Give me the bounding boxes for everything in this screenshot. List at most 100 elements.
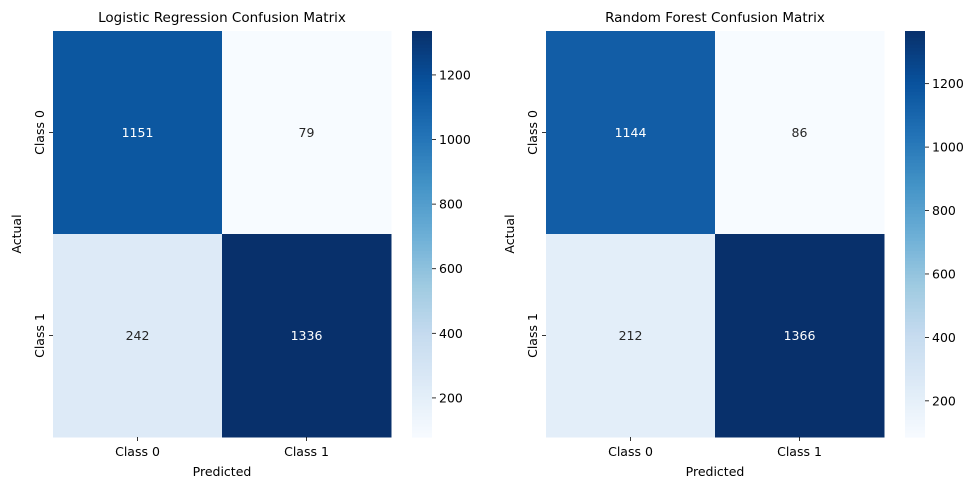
colorbar-strip bbox=[412, 125, 432, 130]
colorbar-strip bbox=[412, 139, 432, 144]
colorbar-strip bbox=[905, 335, 925, 340]
colorbar-strip bbox=[412, 372, 432, 377]
colorbar-strip bbox=[905, 230, 925, 235]
colorbar-strip bbox=[905, 149, 925, 154]
colorbar-strip bbox=[412, 176, 432, 181]
x-tick-label: Class 0 bbox=[115, 444, 160, 459]
colorbar-strip bbox=[412, 396, 432, 401]
colorbar-strip bbox=[905, 311, 925, 316]
colorbar-strip bbox=[905, 183, 925, 188]
colorbar-tick-label: 600 bbox=[439, 261, 463, 276]
colorbar-strip bbox=[905, 74, 925, 79]
colorbar-strip bbox=[905, 61, 925, 66]
colorbar-strip bbox=[412, 298, 432, 303]
colorbar-strip bbox=[905, 31, 925, 35]
colorbar-tick-label: 1000 bbox=[932, 140, 964, 155]
colorbar-strip bbox=[905, 196, 925, 201]
colorbar-tick-label: 1200 bbox=[932, 76, 964, 91]
colorbar-strip bbox=[905, 44, 925, 49]
colorbar-strip bbox=[905, 372, 925, 377]
colorbar-strip bbox=[905, 426, 925, 431]
colorbar-strip bbox=[412, 399, 432, 404]
colorbar-strip bbox=[905, 247, 925, 252]
colorbar-strip bbox=[412, 122, 432, 127]
colorbar-strip bbox=[412, 413, 432, 418]
colorbar-strip bbox=[412, 362, 432, 367]
colorbar-strip bbox=[412, 376, 432, 381]
colorbar-strip bbox=[412, 210, 432, 215]
colorbar-strip bbox=[412, 68, 432, 73]
colorbar-strip bbox=[905, 81, 925, 86]
colorbar-strip bbox=[412, 58, 432, 63]
colorbar-strip bbox=[412, 365, 432, 370]
colorbar-strip bbox=[412, 186, 432, 191]
colorbar-strip bbox=[905, 58, 925, 63]
colorbar: 200 400 600 800 1000 1200 bbox=[412, 31, 471, 438]
colorbar-strip bbox=[412, 162, 432, 167]
heatmap-cell bbox=[222, 31, 392, 235]
colorbar-strip bbox=[412, 389, 432, 394]
colorbar-strip bbox=[905, 176, 925, 181]
colorbar-strip bbox=[412, 47, 432, 52]
colorbar-strip bbox=[412, 179, 432, 184]
colorbar-strip bbox=[412, 41, 432, 46]
colorbar-strip bbox=[905, 139, 925, 144]
colorbar-strip bbox=[412, 220, 432, 225]
colorbar-strip bbox=[905, 271, 925, 276]
colorbar-strip bbox=[412, 294, 432, 299]
colorbar-strip bbox=[905, 308, 925, 313]
colorbar-strip bbox=[905, 389, 925, 394]
y-tick-label: Class 0 bbox=[32, 110, 47, 155]
colorbar-strip bbox=[412, 250, 432, 255]
heatmap-cell bbox=[53, 234, 223, 438]
colorbar-strip bbox=[412, 345, 432, 350]
colorbar-strip bbox=[905, 98, 925, 103]
colorbar-strip bbox=[412, 308, 432, 313]
colorbar-strip bbox=[905, 190, 925, 194]
colorbar-strip bbox=[905, 125, 925, 130]
colorbar-strip bbox=[412, 420, 432, 425]
colorbar-strip bbox=[905, 112, 925, 117]
colorbar-strip bbox=[905, 234, 925, 238]
colorbar-strip bbox=[412, 206, 432, 211]
colorbar-strip bbox=[905, 386, 925, 391]
colorbar-strip bbox=[412, 149, 432, 154]
colorbar-strip bbox=[412, 44, 432, 49]
colorbar-strip bbox=[412, 203, 432, 208]
colorbar-strip bbox=[412, 193, 432, 198]
colorbar-strip bbox=[412, 74, 432, 79]
colorbar-strip bbox=[412, 132, 432, 137]
colorbar-strip bbox=[905, 200, 925, 205]
colorbar-strip bbox=[412, 321, 432, 326]
colorbar-strip bbox=[905, 240, 925, 245]
colorbar-strip bbox=[412, 281, 432, 286]
colorbar-strip bbox=[905, 305, 925, 310]
colorbar-strip bbox=[905, 159, 925, 164]
colorbar-strip bbox=[905, 217, 925, 222]
colorbar-strip bbox=[905, 68, 925, 73]
colorbar-strip bbox=[412, 37, 432, 42]
colorbar-strip bbox=[412, 95, 432, 100]
colorbar-strip bbox=[905, 179, 925, 184]
colorbar-strip bbox=[905, 173, 925, 178]
colorbar-strip bbox=[412, 91, 432, 96]
colorbar-strip bbox=[905, 328, 925, 333]
colorbar-strip bbox=[412, 342, 432, 347]
colorbar-strip bbox=[905, 284, 925, 289]
x-tick-label: Class 0 bbox=[608, 444, 653, 459]
colorbar-strip bbox=[412, 277, 432, 282]
colorbar-strip bbox=[905, 206, 925, 211]
colorbar-strip bbox=[905, 423, 925, 428]
colorbar-strip bbox=[905, 338, 925, 343]
colorbar-tick-label: 800 bbox=[439, 197, 463, 212]
colorbar-strip bbox=[905, 54, 925, 59]
colorbar-strip bbox=[905, 102, 925, 107]
colorbar-strip bbox=[905, 274, 925, 279]
colorbar-strip bbox=[905, 315, 925, 320]
colorbar-strip bbox=[412, 71, 432, 76]
heatmap-cell bbox=[546, 234, 716, 438]
colorbar-strip bbox=[905, 365, 925, 370]
colorbar-strip bbox=[412, 183, 432, 188]
colorbar-strip bbox=[412, 34, 432, 39]
colorbar-strip bbox=[412, 409, 432, 414]
